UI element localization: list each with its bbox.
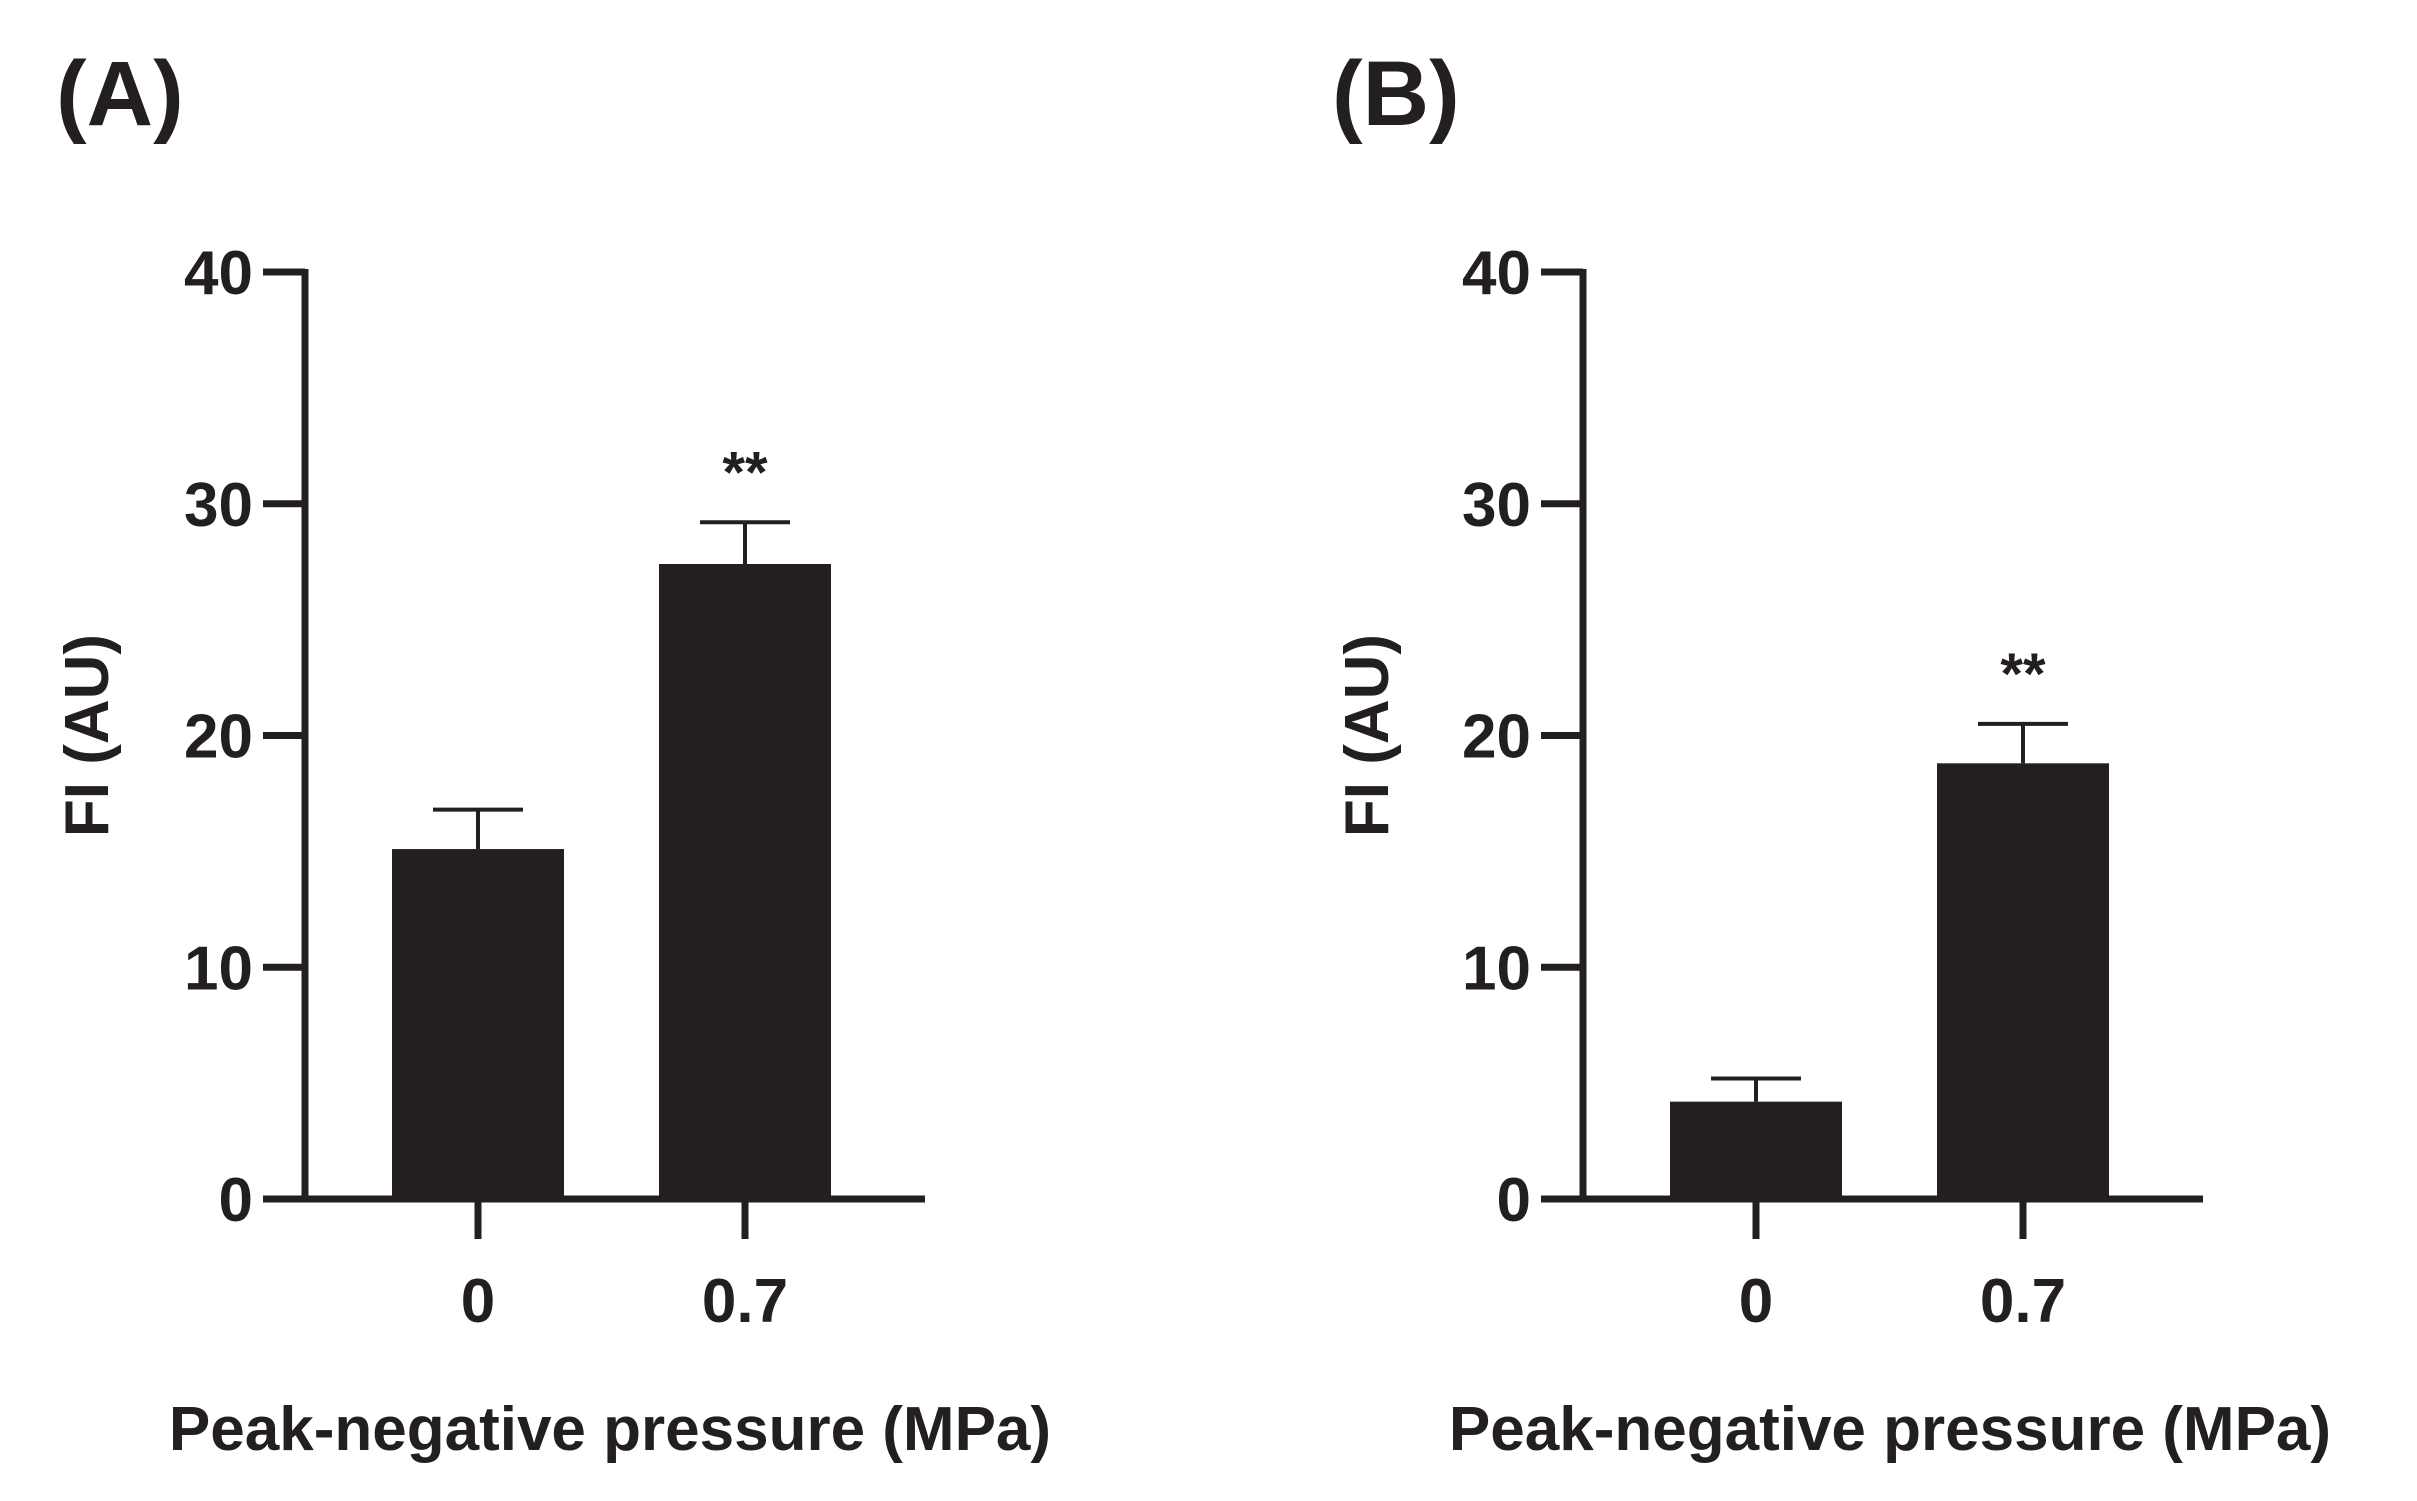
x-tick-label: 0.7 xyxy=(702,1267,788,1336)
x-tick-label: 0.7 xyxy=(1980,1267,2066,1336)
y-tick-label: 20 xyxy=(184,703,253,772)
significance-annotation: ** xyxy=(2000,642,2046,707)
x-axis-title: Peak-negative pressure (MPa) xyxy=(169,1395,1051,1464)
y-tick-label: 0 xyxy=(1497,1166,1531,1235)
y-tick-label: 40 xyxy=(184,239,253,308)
y-tick-label: 30 xyxy=(184,471,253,540)
y-tick-label: 30 xyxy=(1462,471,1531,540)
significance-annotation: ** xyxy=(722,440,768,505)
bar xyxy=(1670,1101,1842,1199)
x-tick-label: 0 xyxy=(1739,1267,1773,1336)
panel-a: (A) 0 10 20 30 40 0 0.7 ** FI (AU) Peak-negative p… xyxy=(53,43,1051,1464)
y-tick-label: 20 xyxy=(1462,703,1531,772)
x-tick-label: 0 xyxy=(461,1267,495,1336)
y-tick-label: 0 xyxy=(219,1166,253,1235)
y-tick-label: 40 xyxy=(1462,239,1531,308)
x-axis-title: Peak-negative pressure (MPa) xyxy=(1449,1395,2331,1464)
panel-label: (B) xyxy=(1332,43,1460,145)
bar xyxy=(659,564,831,1199)
bar xyxy=(1937,763,2109,1199)
y-axis-title: FI (AU) xyxy=(53,634,122,837)
y-tick-label: 10 xyxy=(1462,934,1531,1003)
panel-b: (B) 0 10 20 30 40 0 0.7 ** FI (AU) Peak-negative p… xyxy=(1332,43,2331,1464)
bar xyxy=(392,849,564,1199)
panel-label: (A) xyxy=(56,43,184,145)
y-axis-title: FI (AU) xyxy=(1333,634,1402,837)
y-tick-label: 10 xyxy=(184,934,253,1003)
